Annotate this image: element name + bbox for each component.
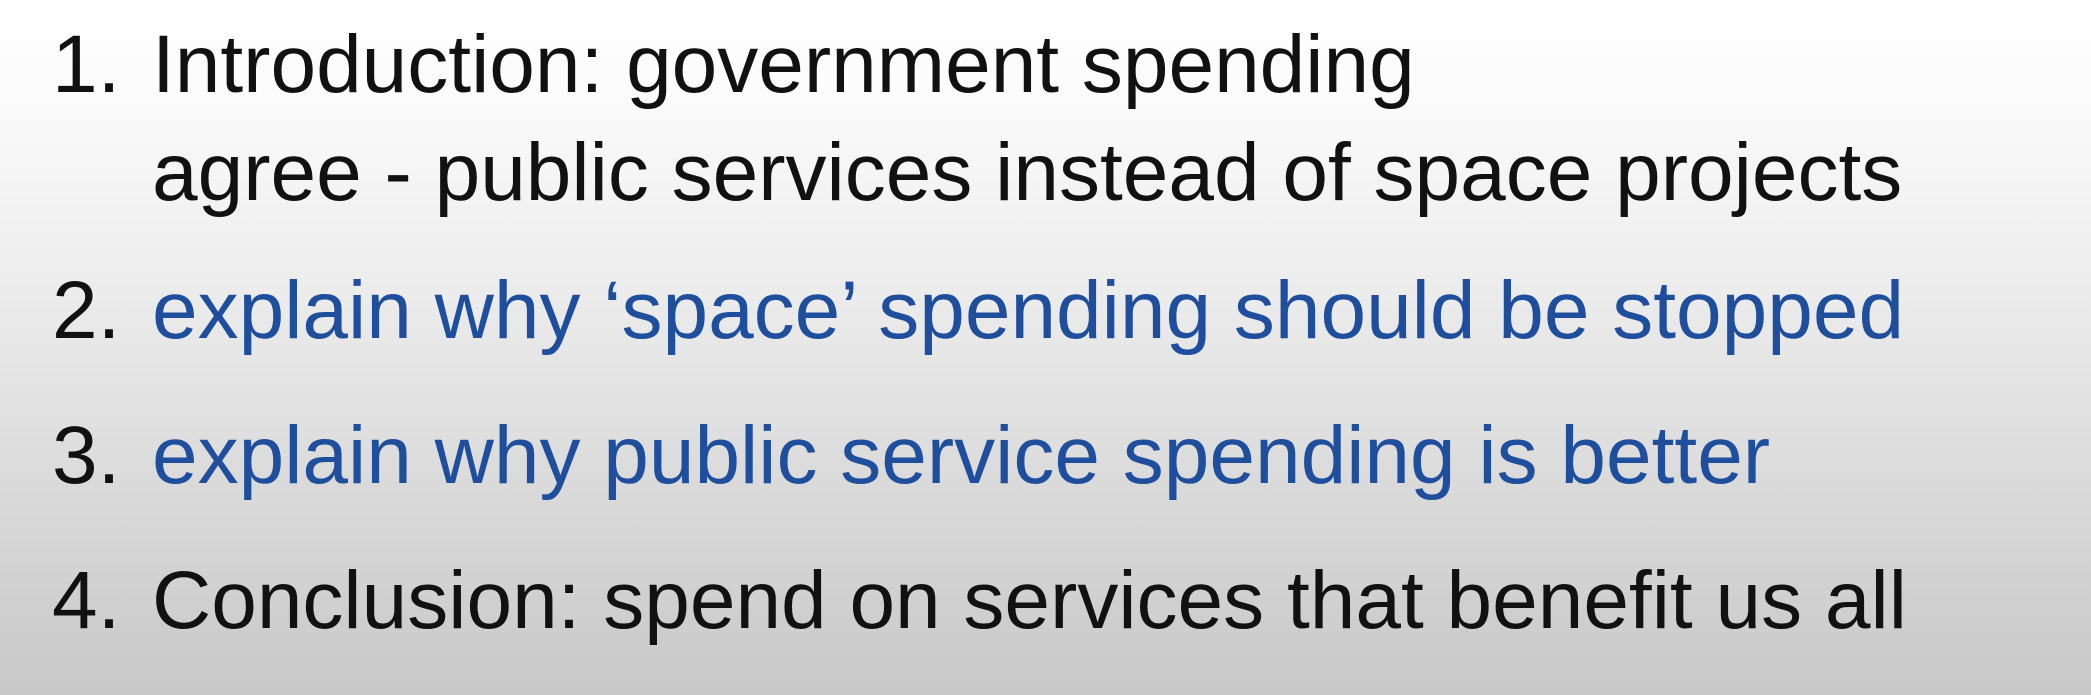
outline-item-line: Introduction: government spending [152, 19, 1415, 110]
outline-item-line: agree - public services instead of space… [152, 127, 1903, 218]
outline-item-number: 2. [52, 265, 121, 356]
outline-item-number: 3. [52, 410, 121, 501]
outline-item-line: explain why ‘space’ spending should be s… [152, 265, 1905, 356]
outline-item-1: 1. Introduction: government spending agr… [52, 24, 1902, 214]
outline-item-text: Introduction: government spending agree … [152, 24, 1902, 214]
outline-item-line: Conclusion: spend on services that benef… [152, 555, 1907, 646]
outline-item-3: 3. explain why public service spending i… [52, 415, 1770, 497]
outline-item-2: 2. explain why ‘space’ spending should b… [52, 270, 1904, 352]
outline-item-text: explain why public service spending is b… [152, 415, 1770, 497]
outline-item-text: explain why ‘space’ spending should be s… [152, 270, 1904, 352]
outline-item-4: 4. Conclusion: spend on services that be… [52, 560, 1907, 642]
outline-item-text: Conclusion: spend on services that benef… [152, 560, 1907, 642]
outline-item-number: 4. [52, 555, 121, 646]
outline-item-line: explain why public service spending is b… [152, 410, 1771, 501]
outline-item-number: 1. [52, 19, 121, 110]
